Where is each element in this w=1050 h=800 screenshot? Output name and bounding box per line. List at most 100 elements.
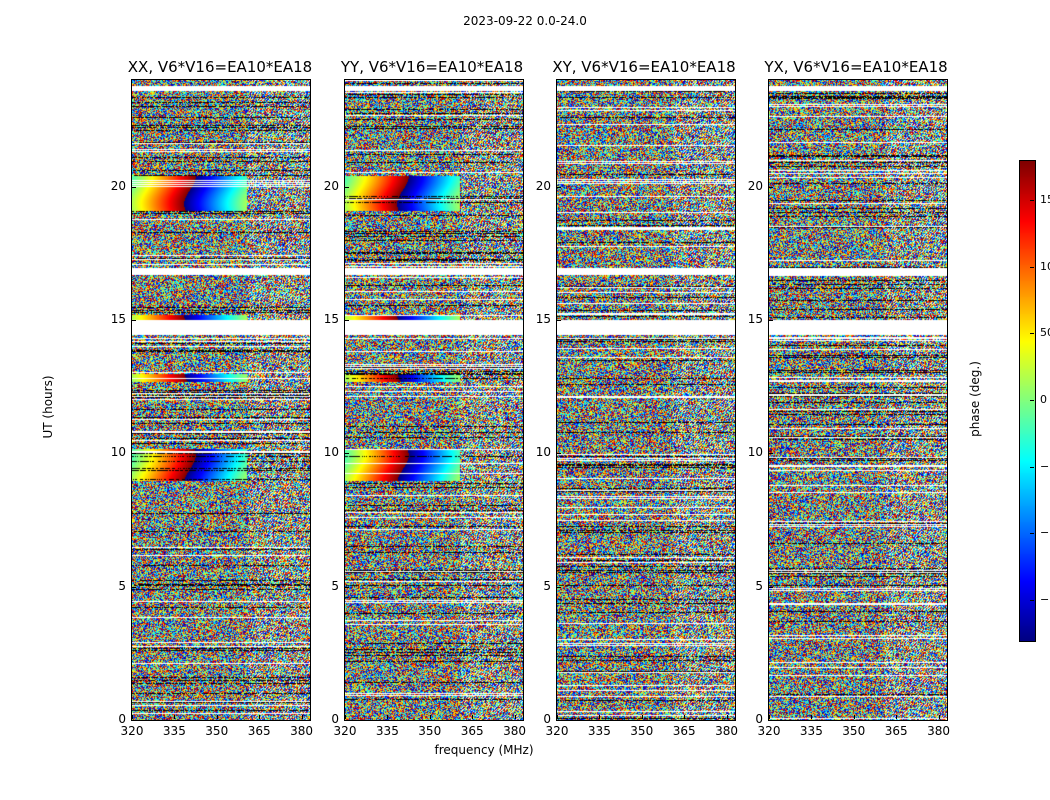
- y-tick-label: 15: [110, 312, 126, 326]
- heatmap-canvas-xx: [132, 80, 310, 720]
- y-tick-mark: [345, 586, 349, 588]
- y-tick-mark: [557, 720, 561, 721]
- y-tick-mark: [132, 586, 136, 588]
- x-tick-mark: [429, 715, 431, 719]
- x-axis-label: frequency (MHz): [434, 743, 534, 757]
- y-tick-label: 15: [535, 312, 551, 326]
- x-tick-label: 350: [630, 724, 654, 738]
- x-tick-mark: [557, 715, 558, 719]
- x-tick-label: 320: [333, 724, 357, 738]
- colorbar-tick-mark: [1030, 533, 1034, 535]
- y-tick-label: 0: [543, 712, 551, 726]
- panel-title-xy: XY, V6*V16=EA10*EA18: [552, 58, 736, 76]
- x-tick-label: 335: [587, 724, 611, 738]
- y-tick-label: 15: [747, 312, 763, 326]
- y-tick-mark: [557, 453, 561, 455]
- colorbar-tick-label: −150: [1040, 593, 1050, 606]
- heatmap-panel-xy: [556, 79, 736, 721]
- x-tick-mark: [387, 715, 389, 719]
- x-tick-label: 380: [715, 724, 738, 738]
- y-tick-mark: [345, 320, 349, 321]
- x-tick-label: 365: [247, 724, 271, 738]
- y-tick-mark: [132, 720, 136, 721]
- colorbar-tick-mark: [1030, 600, 1034, 601]
- y-tick-mark: [345, 453, 349, 455]
- y-tick-label: 10: [747, 445, 763, 460]
- y-tick-mark: [769, 720, 773, 721]
- x-tick-label: 365: [884, 724, 908, 738]
- x-tick-mark: [132, 715, 133, 719]
- y-tick-mark: [132, 186, 136, 188]
- figure-suptitle: 2023-09-22 0.0-24.0: [463, 14, 587, 28]
- x-tick-label: 350: [842, 724, 866, 738]
- colorbar-tick-label: −50: [1040, 459, 1050, 473]
- panel-frame: [768, 79, 948, 721]
- colorbar-tick-mark: [1030, 266, 1034, 268]
- y-tick-label: 20: [323, 178, 339, 193]
- panel-title-yy: YY, V6*V16=EA10*EA18: [340, 58, 524, 76]
- y-tick-mark: [132, 453, 136, 455]
- colorbar-label: phase (deg.): [968, 361, 982, 437]
- colorbar-tick-label: 50: [1040, 326, 1050, 340]
- colorbar-tick-mark: [1030, 400, 1034, 401]
- heatmap-canvas-yx: [769, 80, 947, 720]
- y-tick-label: 10: [323, 445, 339, 460]
- x-tick-mark: [853, 715, 855, 719]
- colorbar-tick-label: 100: [1040, 259, 1050, 273]
- y-tick-mark: [345, 186, 349, 188]
- x-tick-label: 365: [672, 724, 696, 738]
- x-tick-mark: [811, 715, 813, 719]
- x-tick-mark: [938, 715, 940, 719]
- y-tick-label: 10: [535, 445, 551, 460]
- x-tick-label: 320: [545, 724, 569, 738]
- panel-frame: [131, 79, 311, 721]
- x-tick-label: 335: [375, 724, 399, 738]
- colorbar: [1019, 160, 1036, 642]
- colorbar-tick-label: 150: [1040, 193, 1050, 206]
- y-tick-mark: [132, 320, 136, 321]
- y-tick-mark: [769, 320, 773, 321]
- x-tick-label: 380: [927, 724, 950, 738]
- y-tick-label: 0: [331, 712, 339, 726]
- y-tick-mark: [769, 453, 773, 455]
- y-axis-label: UT (hours): [41, 375, 55, 439]
- panel-frame: [344, 79, 524, 721]
- x-tick-mark: [216, 715, 218, 719]
- x-tick-label: 365: [460, 724, 484, 738]
- heatmap-panel-xx: [131, 79, 311, 721]
- y-tick-mark: [345, 720, 349, 721]
- colorbar-tick-label: 0: [1040, 393, 1047, 406]
- x-tick-mark: [684, 715, 686, 719]
- y-tick-mark: [769, 586, 773, 588]
- panel-frame: [556, 79, 736, 721]
- y-tick-label: 15: [323, 312, 339, 326]
- x-tick-mark: [641, 715, 643, 719]
- x-tick-label: 335: [162, 724, 186, 738]
- y-tick-mark: [557, 586, 561, 588]
- y-tick-mark: [557, 186, 561, 188]
- y-tick-label: 20: [535, 178, 551, 193]
- x-tick-mark: [726, 715, 728, 719]
- colorbar-tick-mark: [1030, 200, 1034, 201]
- x-tick-mark: [769, 715, 770, 719]
- heatmap-panel-yy: [344, 79, 524, 721]
- y-tick-mark: [769, 186, 773, 188]
- panel-title-yx: YX, V6*V16=EA10*EA18: [764, 58, 948, 76]
- heatmap-panel-yx: [768, 79, 948, 721]
- y-tick-label: 0: [118, 712, 126, 726]
- y-tick-label: 5: [543, 578, 551, 593]
- colorbar-gradient: [1020, 161, 1035, 641]
- x-tick-label: 380: [290, 724, 313, 738]
- x-tick-mark: [345, 715, 346, 719]
- y-tick-label: 20: [747, 178, 763, 193]
- x-tick-label: 320: [120, 724, 144, 738]
- x-tick-mark: [472, 715, 474, 719]
- x-tick-mark: [599, 715, 601, 719]
- y-tick-mark: [557, 320, 561, 321]
- x-tick-mark: [301, 715, 303, 719]
- x-tick-mark: [174, 715, 176, 719]
- x-tick-mark: [896, 715, 898, 719]
- y-tick-label: 5: [331, 578, 339, 593]
- heatmap-canvas-xy: [557, 80, 735, 720]
